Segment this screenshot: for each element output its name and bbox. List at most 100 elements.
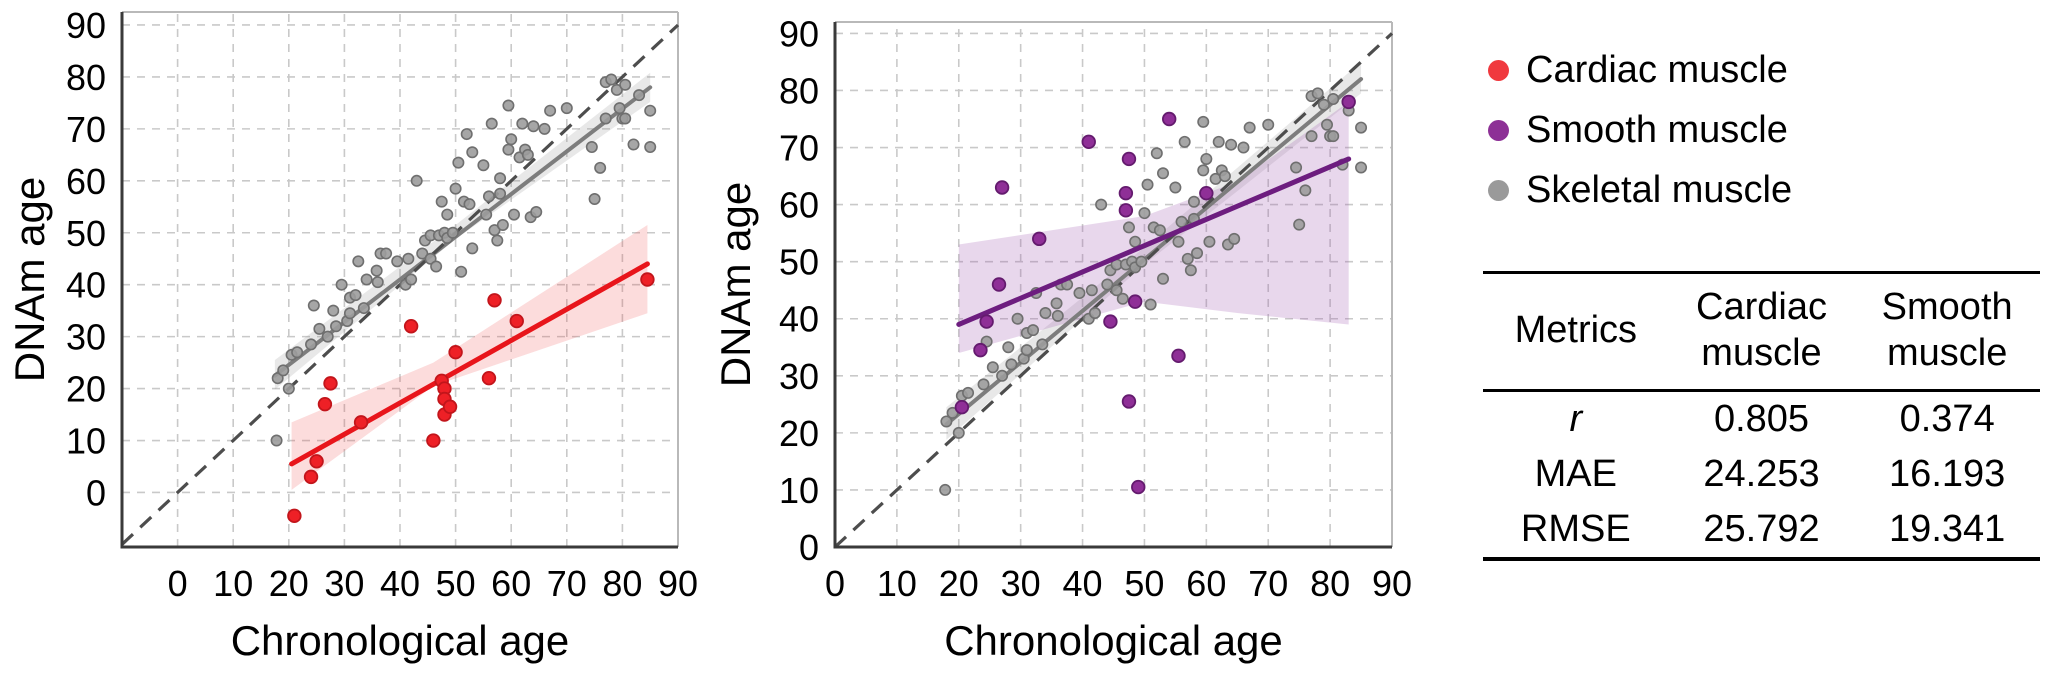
skeletal-muscle-point	[996, 369, 1009, 382]
skeletal-muscle-point	[1212, 135, 1225, 148]
legend-label: Smooth muscle	[1526, 108, 1788, 151]
skeletal-muscle-point	[1157, 167, 1170, 180]
skeletal-muscle-point	[405, 273, 418, 286]
smooth-muscle-point	[991, 277, 1007, 292]
cardiac-muscle-point	[303, 469, 319, 485]
metric-value: 16.193	[1889, 452, 2006, 495]
x-tick-label: 30	[324, 563, 364, 604]
skeletal-muscle-point	[1141, 178, 1154, 191]
x-tick-label: 40	[1063, 563, 1103, 604]
skeletal-muscle-point	[466, 146, 479, 159]
smooth-muscle-point	[979, 314, 994, 329]
cardiac-muscle-confidence-band	[291, 224, 648, 490]
y-tick-label: 20	[779, 413, 819, 454]
skeletal-muscle-point	[485, 117, 498, 130]
skeletal-muscle-point	[544, 104, 557, 117]
metric-value: 19.341	[1889, 507, 2006, 550]
skeletal-muscle-point	[357, 302, 370, 315]
x-tick-label: 20	[939, 563, 979, 604]
x-tick-label: 80	[602, 563, 642, 604]
skeletal-muscle-point	[1027, 324, 1040, 337]
skeletal-muscle-point	[1110, 284, 1123, 297]
smooth-muscle-point	[1118, 185, 1134, 201]
smooth-muscle-point	[1032, 231, 1047, 247]
skeletal-muscle-point	[1002, 341, 1015, 354]
metrics-table-header: Metrics Cardiac muscle Smooth muscle	[1483, 271, 2040, 392]
skeletal-muscle-point	[1299, 184, 1312, 197]
skeletal-muscle-point	[1197, 115, 1210, 128]
y-tick-label: 10	[66, 421, 106, 462]
skeletal-muscle-point	[330, 320, 343, 333]
skeletal-muscle-point	[1327, 130, 1340, 143]
x-tick-label: 10	[877, 563, 917, 604]
skeletal-muscle-point	[1153, 224, 1166, 237]
skeletal-muscle-point	[1181, 252, 1194, 265]
skeletal-muscle-point	[1237, 141, 1250, 154]
skeletal-muscle-point	[335, 278, 348, 291]
skeletal-muscle-point	[1101, 278, 1114, 291]
metric-value: 0.374	[1899, 397, 1995, 440]
metrics-table: Metrics Cardiac muscle Smooth muscle r 0.80…	[1483, 271, 2040, 561]
legend-dot-icon	[1488, 59, 1509, 81]
skeletal-muscle-point	[940, 415, 953, 428]
smooth-muscle-point	[1162, 111, 1177, 127]
y-axis-label: DNAm age	[712, 182, 759, 387]
y-axis-label: DNAm age	[6, 177, 53, 382]
cardiac-muscle-point	[287, 508, 302, 524]
table-row: r 0.805 0.374	[1483, 392, 2040, 447]
y-tick-label: 40	[779, 299, 819, 340]
y-tick-label: 80	[779, 70, 819, 111]
legend-dot-icon	[1488, 179, 1509, 201]
legend: Cardiac muscle Smooth muscle Skeletal musc…	[1488, 40, 1792, 220]
skeletal-muscle-point	[594, 161, 607, 174]
smooth-muscle-point	[1341, 94, 1356, 110]
skeletal-muscle-point	[1355, 121, 1368, 134]
cardiac-muscle-point	[640, 272, 655, 287]
skeletal-muscle-point	[321, 330, 334, 343]
skeletal-muscle-point	[1317, 98, 1330, 111]
skeletal-muscle-point	[1169, 181, 1182, 194]
skeletal-muscle-point	[496, 218, 509, 231]
skeletal-muscle-point	[644, 141, 657, 154]
x-tick-label: 90	[658, 563, 698, 604]
skeletal-muscle-point	[1005, 358, 1018, 371]
skeletal-muscle-point	[466, 242, 479, 255]
skeletal-muscle-point	[452, 156, 465, 169]
metric-name: r	[1569, 397, 1583, 440]
skeletal-muscle-point	[455, 265, 468, 278]
skeletal-muscle-point	[1144, 298, 1157, 311]
y-tick-label: 50	[779, 242, 819, 283]
skeletal-muscle-point	[644, 104, 657, 117]
skeletal-muscle-point	[480, 208, 493, 221]
x-tick-label: 60	[491, 563, 531, 604]
skeletal-muscle-point	[441, 208, 454, 221]
skeletal-muscle-point	[1290, 161, 1303, 174]
smooth-muscle-point	[994, 180, 1010, 195]
skeletal-muscle-point	[277, 364, 290, 377]
y-tick-label: 70	[66, 109, 106, 150]
cardiac-muscle-point	[487, 293, 502, 308]
skeletal-muscle-point	[1150, 147, 1163, 160]
scatter-plot-right: 0 10 20 30 40 50 60 70 80 90 0 10 20 30 40 50 60 70 80 90 Ch…	[712, 13, 1412, 664]
skeletal-muscle-point	[1138, 207, 1151, 220]
skeletal-muscle-point	[343, 307, 356, 320]
cardiac-muscle-regression-line	[289, 261, 650, 467]
x-tick-label: 90	[1372, 563, 1412, 604]
metric-name: MAE	[1534, 452, 1617, 495]
skeletal-muscle-point	[402, 252, 415, 265]
skeletal-muscle-point	[1218, 170, 1231, 183]
skeletal-muscle-point	[1178, 135, 1191, 148]
skeletal-muscle-point	[352, 255, 365, 268]
skeletal-muscle-point	[1051, 309, 1064, 322]
skeletal-muscle-point	[370, 264, 383, 277]
skeletal-muscle-point	[560, 102, 573, 115]
metric-value: 0.805	[1713, 397, 1810, 440]
skeletal-muscle-point	[327, 304, 340, 317]
skeletal-muscle-point	[1020, 344, 1033, 357]
skeletal-muscle-point	[1085, 284, 1098, 297]
skeletal-muscle-point	[1011, 312, 1024, 325]
skeletal-muscle-point	[599, 112, 612, 125]
y-tick-label: 80	[66, 57, 106, 98]
smooth-muscle-point	[973, 342, 988, 358]
x-tick-label: 70	[547, 563, 587, 604]
